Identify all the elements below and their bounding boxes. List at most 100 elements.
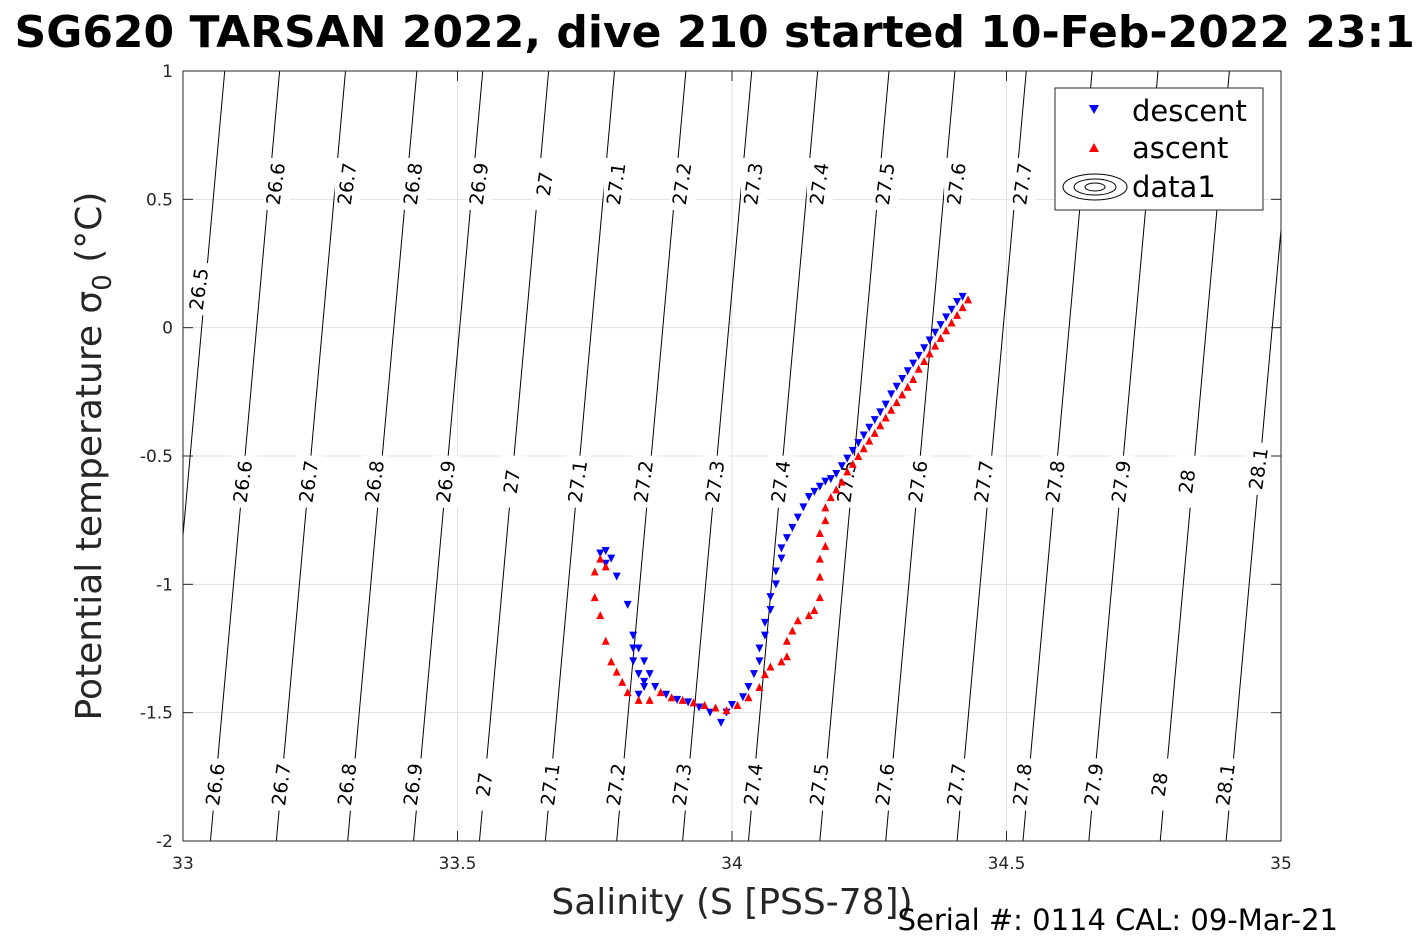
- series-ascent: [590, 295, 973, 715]
- ascent-point: [601, 636, 610, 645]
- ascent-point: [854, 452, 863, 460]
- y-axis-label-unit: (°C): [69, 192, 110, 275]
- contour-label-bg: [471, 758, 498, 811]
- y-tick-label: -0.5: [140, 447, 173, 467]
- descent-point: [673, 695, 682, 704]
- descent-point: [629, 631, 638, 640]
- contour-label-bg: [740, 157, 767, 210]
- contour-label-bg: [296, 455, 323, 508]
- ascent-point: [804, 611, 813, 620]
- descent-point: [870, 416, 879, 425]
- y-tick-label: -1: [156, 575, 173, 595]
- descent-point: [777, 544, 786, 553]
- contour-label-bg: [1009, 157, 1036, 210]
- ascent-point: [837, 477, 846, 486]
- legend: descent ascent data1: [1054, 87, 1264, 211]
- contour-label-bg: [971, 455, 998, 508]
- contour-label-bg: [334, 157, 361, 210]
- ascent-point: [782, 636, 791, 645]
- descent-point: [634, 670, 643, 679]
- ascent-point: [645, 695, 654, 704]
- ascent-point: [876, 421, 885, 430]
- contour-label-bg: [944, 758, 971, 811]
- descent-point: [629, 657, 638, 666]
- contour-label-bg: [1042, 455, 1069, 508]
- ascent-point: [958, 303, 967, 312]
- contour-label-bg: [1213, 758, 1240, 811]
- contour-label-bg: [806, 157, 833, 210]
- ascent-point: [667, 693, 676, 702]
- contour-label-bg: [806, 758, 833, 811]
- ascent-point: [892, 398, 901, 407]
- descent-point: [799, 503, 808, 512]
- ascent-point: [859, 444, 868, 453]
- y-tick-label: 1: [162, 62, 173, 82]
- descent-point: [777, 554, 786, 563]
- ascent-point: [826, 493, 835, 502]
- ascent-point: [931, 341, 940, 350]
- y-axis-label-subscript: 0: [88, 274, 118, 291]
- ascent-point: [722, 706, 731, 715]
- contour-label-bg: [1009, 758, 1036, 811]
- ascent-point: [936, 333, 945, 342]
- descent-point: [640, 657, 649, 666]
- contour-label-bg: [268, 758, 295, 811]
- contour-label-bg: [603, 758, 630, 811]
- descent-point: [848, 446, 857, 455]
- ascent-point: [920, 357, 929, 366]
- y-axis-label-main: Potential temperature σ: [69, 291, 110, 721]
- descent-point: [865, 423, 874, 432]
- ascent-point: [887, 405, 896, 414]
- descent-point: [909, 359, 918, 368]
- contour-label-bg: [1108, 455, 1135, 508]
- descent-point: [887, 390, 896, 399]
- ascent-point: [618, 677, 627, 686]
- ascent-point: [903, 382, 912, 391]
- ascent-point: [623, 688, 632, 697]
- legend-descent-marker: [1089, 105, 1099, 114]
- ascent-point: [711, 703, 720, 712]
- descent-point: [607, 554, 616, 563]
- ascent-point: [914, 364, 923, 373]
- descent-point: [771, 580, 780, 589]
- ascent-point: [848, 459, 857, 468]
- descent-point: [920, 344, 929, 353]
- series-descent: [596, 292, 967, 727]
- descent-point: [925, 336, 934, 345]
- ascent-point: [832, 485, 841, 494]
- ascent-point: [678, 695, 687, 704]
- contour-label-bg: [334, 758, 361, 811]
- ascent-point: [815, 572, 824, 581]
- contour-label-bg: [362, 455, 389, 508]
- contour-label: 28: [1148, 771, 1173, 798]
- y-tick-label: -1.5: [140, 704, 173, 724]
- ascent-point: [898, 390, 907, 399]
- contour-label-bg: [565, 455, 592, 508]
- descent-point: [782, 534, 791, 543]
- ascent-point: [821, 503, 830, 512]
- ascent-point: [964, 295, 973, 304]
- ascent-point: [942, 326, 951, 335]
- descent-point: [766, 593, 775, 602]
- contour-label-bg: [669, 157, 696, 210]
- ascent-point: [815, 593, 824, 602]
- contour-label-bg: [202, 758, 229, 811]
- descent-point: [738, 693, 747, 702]
- descent-point: [843, 454, 852, 463]
- ascent-point: [760, 670, 769, 679]
- contour-label-bg: [872, 758, 899, 811]
- ascent-point: [755, 683, 764, 691]
- descent-point: [755, 644, 764, 653]
- descent-point: [717, 718, 726, 727]
- y-tick-label: 0.5: [146, 190, 173, 210]
- contour-label: 27: [500, 468, 525, 495]
- descent-point: [859, 431, 868, 440]
- ascent-point: [815, 529, 824, 537]
- ascent-point: [815, 554, 824, 563]
- contour-label-bg: [1081, 758, 1108, 811]
- descent-point: [832, 469, 841, 478]
- descent-point: [623, 600, 632, 609]
- ascent-point: [596, 554, 605, 563]
- ascent-point: [870, 428, 879, 437]
